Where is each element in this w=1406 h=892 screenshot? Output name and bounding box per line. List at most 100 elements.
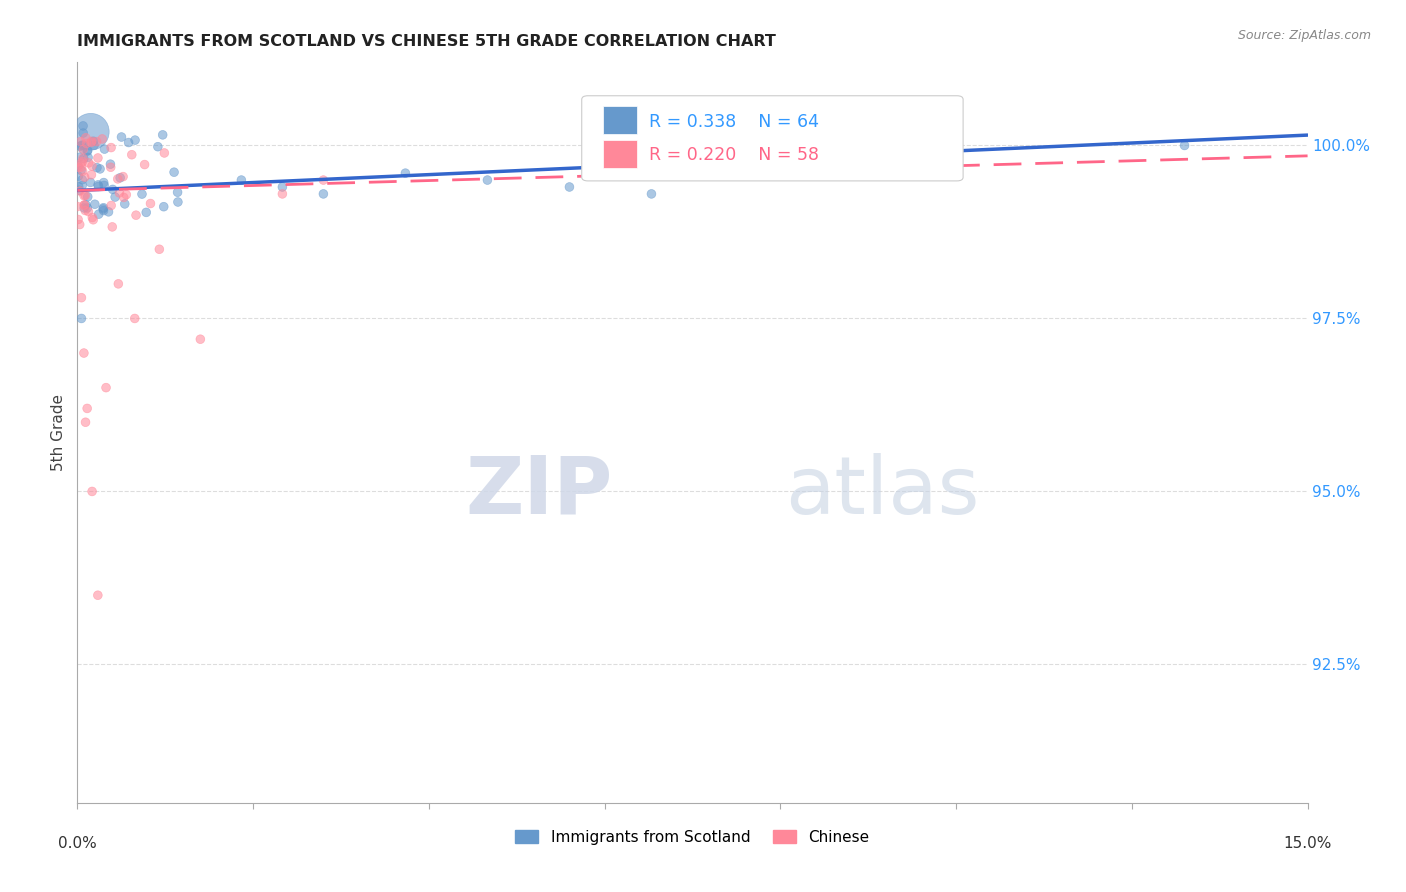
Point: [87, 151, 110, 165]
Point: [114, 197, 136, 211]
Point: [72, 151, 94, 165]
Point: [108, 170, 131, 185]
Bar: [603, 106, 637, 135]
Text: ZIP: ZIP: [465, 453, 613, 531]
Point: [70, 178, 93, 193]
Point: [70, 172, 93, 186]
Point: [76, 190, 98, 204]
Point: [82, 211, 104, 225]
Text: R = 0.338    N = 64: R = 0.338 N = 64: [650, 112, 820, 131]
Point: [188, 332, 212, 346]
Point: [76, 201, 98, 215]
Point: [134, 157, 156, 171]
Point: [131, 187, 153, 202]
Point: [146, 139, 169, 153]
Text: 15.0%: 15.0%: [1284, 836, 1331, 851]
Point: [124, 311, 146, 326]
Point: [77, 156, 100, 170]
Point: [73, 346, 96, 360]
Point: [80, 159, 103, 173]
Point: [69, 135, 91, 149]
Point: [93, 201, 115, 215]
Point: [108, 186, 131, 200]
Point: [69, 218, 91, 232]
Point: [271, 186, 294, 201]
Point: [93, 176, 115, 190]
Point: [1174, 138, 1197, 153]
Point: [72, 119, 94, 133]
Point: [135, 205, 157, 219]
Point: [110, 130, 132, 145]
FancyBboxPatch shape: [582, 95, 963, 181]
Point: [87, 588, 110, 602]
Point: [66, 200, 89, 214]
Point: [153, 145, 176, 160]
Point: [97, 204, 120, 219]
Point: [70, 156, 93, 170]
Point: [124, 133, 146, 147]
Point: [312, 186, 335, 201]
Point: [152, 128, 174, 142]
Point: [87, 178, 110, 192]
Point: [69, 139, 91, 153]
Point: [271, 180, 294, 194]
Point: [104, 190, 127, 204]
Point: [75, 415, 97, 429]
Text: R = 0.220    N = 58: R = 0.220 N = 58: [650, 146, 820, 164]
Point: [101, 219, 124, 234]
Point: [148, 242, 170, 256]
Point: [100, 161, 122, 175]
Point: [640, 186, 662, 201]
Point: [100, 157, 122, 171]
Text: atlas: atlas: [785, 453, 979, 531]
Point: [167, 194, 190, 209]
Point: [73, 198, 96, 212]
Point: [91, 202, 114, 216]
Point: [312, 173, 335, 187]
Point: [72, 154, 94, 169]
Point: [112, 190, 135, 204]
Point: [79, 176, 101, 190]
Point: [86, 161, 108, 175]
Point: [67, 212, 90, 227]
Point: [80, 125, 103, 139]
Point: [80, 168, 103, 182]
Point: [93, 203, 115, 218]
Point: [477, 173, 499, 187]
Point: [80, 136, 103, 150]
Point: [70, 163, 93, 178]
Point: [67, 150, 90, 164]
Text: IMMIGRANTS FROM SCOTLAND VS CHINESE 5TH GRADE CORRELATION CHART: IMMIGRANTS FROM SCOTLAND VS CHINESE 5TH …: [77, 34, 776, 49]
Point: [115, 187, 138, 202]
Point: [80, 134, 103, 148]
Point: [87, 179, 110, 194]
Point: [93, 142, 115, 156]
Point: [117, 136, 139, 150]
Point: [125, 208, 148, 222]
Point: [69, 184, 91, 198]
Point: [394, 166, 416, 180]
Point: [83, 197, 105, 211]
Point: [82, 484, 104, 499]
Point: [76, 136, 98, 151]
Point: [67, 179, 90, 194]
Point: [100, 198, 122, 212]
Point: [67, 183, 90, 197]
Point: [77, 204, 100, 219]
Point: [112, 169, 135, 184]
Point: [72, 126, 94, 140]
Point: [76, 144, 98, 158]
Point: [82, 212, 104, 227]
Point: [70, 291, 93, 305]
Point: [72, 138, 94, 153]
Point: [107, 277, 129, 291]
Point: [91, 132, 114, 146]
Point: [93, 178, 115, 193]
Point: [67, 160, 90, 174]
Point: [139, 196, 162, 211]
Point: [72, 142, 94, 156]
Point: [166, 186, 188, 200]
Bar: [603, 140, 637, 168]
Point: [163, 165, 186, 179]
Point: [70, 160, 93, 174]
